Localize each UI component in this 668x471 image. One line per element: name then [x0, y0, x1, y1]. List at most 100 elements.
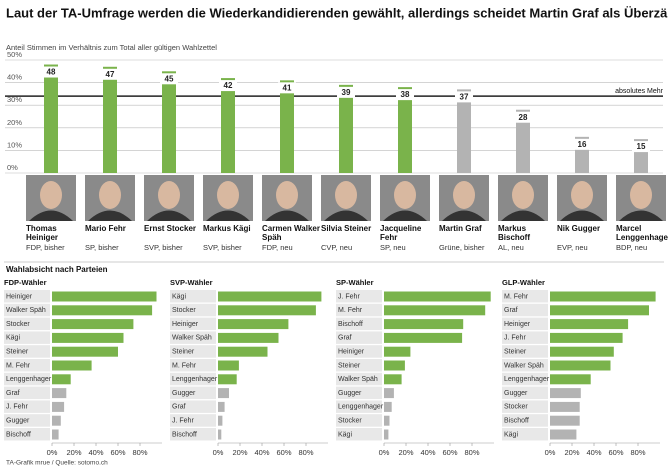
y-tick-label: 40% — [7, 73, 22, 82]
bar — [52, 388, 67, 399]
y-tick-label: Gugger — [172, 390, 196, 397]
row-label-bg — [502, 317, 548, 331]
x-tick-label: 20% — [66, 448, 81, 457]
candidate-party: SP, bisher — [85, 243, 119, 252]
candidate-party: FDP, bisher — [26, 243, 65, 252]
row-label-bg — [170, 317, 216, 331]
x-tick-label: 0% — [47, 448, 58, 457]
row-label-bg — [502, 331, 548, 344]
bar — [398, 87, 412, 173]
bar — [218, 319, 289, 330]
bar — [550, 360, 611, 371]
value-label-bg — [42, 66, 60, 78]
candidate-name: Marcel Lenggenhager — [616, 224, 668, 242]
bar — [103, 66, 117, 173]
row-label-bg — [4, 317, 50, 331]
x-tick-label: 40% — [420, 448, 435, 457]
y-tick-label: Gugger — [6, 418, 30, 425]
y-tick-label: Bischoff — [338, 321, 363, 328]
x-tick-label: 60% — [608, 448, 623, 457]
x-tick-label: 60% — [110, 448, 125, 457]
value-label-bg — [455, 91, 473, 103]
value-label-bg — [278, 82, 296, 94]
candidate-party: SP, neu — [380, 243, 406, 252]
photo-face — [335, 181, 357, 209]
photo-face — [99, 181, 121, 209]
y-tick-label: Steiner — [6, 349, 29, 356]
x-tick-label: 60% — [442, 448, 457, 457]
value-label: 41 — [283, 83, 292, 92]
x-tick-label: 80% — [132, 448, 147, 457]
x-tick-label: 80% — [298, 448, 313, 457]
y-tick-label: Heiniger — [172, 321, 199, 328]
photo-face — [217, 181, 239, 209]
candidate-party: FDP, neu — [262, 243, 293, 252]
x-tick-label: 80% — [464, 448, 479, 457]
bar — [384, 291, 491, 302]
row-label-bg — [502, 303, 548, 317]
bar — [550, 305, 649, 316]
x-tick-label: 20% — [232, 448, 247, 457]
photo-body — [442, 210, 486, 221]
bar — [218, 415, 223, 426]
y-tick-label: Lenggenhager — [338, 404, 384, 411]
bar — [550, 429, 577, 440]
row-label-bg — [336, 303, 382, 317]
y-tick-label: Kägi — [6, 335, 20, 342]
row-label-bg — [170, 359, 216, 372]
value-label-bg — [101, 68, 119, 80]
x-tick-label: 0% — [545, 448, 556, 457]
bar — [550, 332, 623, 343]
row-label-bg — [170, 400, 216, 413]
bar — [162, 71, 176, 173]
y-tick-label: Graf — [6, 390, 20, 397]
x-tick-label: 0% — [379, 448, 390, 457]
y-tick-label: Walker Späh — [172, 335, 212, 342]
row-label-bg — [336, 290, 382, 303]
x-tick-label: 0% — [213, 448, 224, 457]
y-tick-label: Lenggenhager — [172, 376, 218, 383]
photo-face — [571, 181, 593, 209]
value-label-bg — [573, 138, 591, 150]
row-label-bg — [170, 372, 216, 386]
x-tick-label: 40% — [88, 448, 103, 457]
value-label: 42 — [224, 81, 233, 90]
row-label-bg — [502, 400, 548, 413]
row-label-bg — [4, 359, 50, 372]
bar — [550, 401, 580, 412]
row-label-bg — [336, 400, 382, 413]
y-tick-label: 10% — [7, 140, 22, 149]
row-label-bg — [336, 414, 382, 427]
y-tick-label: J. Fehr — [504, 335, 526, 342]
y-tick-label: Kägi — [338, 431, 352, 438]
row-label-bg — [170, 386, 216, 400]
value-label: 47 — [106, 70, 115, 79]
row-label-bg — [170, 414, 216, 427]
row-label-bg — [336, 317, 382, 331]
bar — [384, 360, 405, 371]
row-label-bg — [502, 428, 548, 441]
row-label-bg — [170, 428, 216, 441]
row-label-bg — [502, 345, 548, 358]
bar — [280, 80, 294, 173]
panel-title: SP-Wähler — [336, 278, 374, 287]
row-label-bg — [4, 345, 50, 358]
photo-body — [619, 210, 663, 221]
photo-face — [158, 181, 180, 209]
y-tick-label: Steiner — [172, 349, 195, 356]
y-tick-label: Walker Späh — [6, 307, 46, 314]
bar — [384, 429, 389, 440]
row-label-bg — [502, 414, 548, 427]
photo-body — [265, 210, 309, 221]
bar — [384, 401, 392, 412]
bar — [339, 84, 353, 173]
value-label: 38 — [401, 90, 410, 99]
bar — [384, 305, 486, 316]
y-tick-label: Steiner — [338, 362, 361, 369]
chart-subtitle: Anteil Stimmen im Verhältnis zum Total a… — [6, 43, 217, 52]
x-tick-label: 40% — [254, 448, 269, 457]
bar — [44, 64, 58, 173]
row-label-bg — [4, 303, 50, 317]
photo-face — [276, 181, 298, 209]
y-tick-label: Gugger — [504, 390, 528, 397]
